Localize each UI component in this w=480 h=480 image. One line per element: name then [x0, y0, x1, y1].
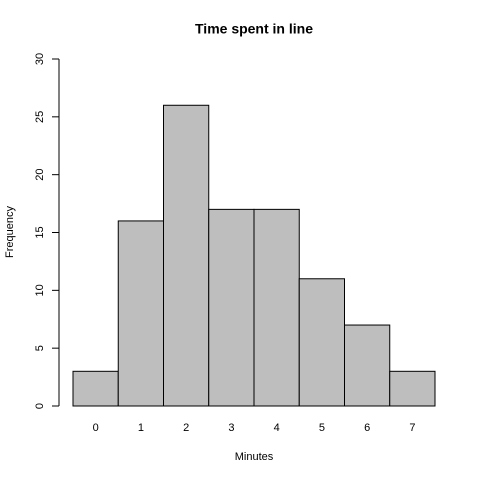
y-tick-label: 30 — [34, 53, 46, 65]
bar — [344, 324, 391, 407]
x-tick-label: 1 — [138, 422, 144, 434]
bar — [389, 370, 436, 407]
x-tick-label: 4 — [274, 422, 280, 434]
chart-title: Time spent in line — [195, 21, 313, 37]
bar — [163, 104, 210, 407]
x-tick-label: 3 — [228, 422, 234, 434]
y-tick-label: 25 — [34, 111, 46, 123]
y-tick-label: 0 — [34, 403, 46, 409]
y-tick-label: 20 — [34, 169, 46, 181]
y-tick-label: 10 — [34, 284, 46, 296]
x-tick-label: 0 — [93, 422, 99, 434]
y-axis-label: Frequency — [4, 206, 16, 258]
bar — [72, 370, 119, 407]
x-axis-label: Minutes — [235, 451, 274, 463]
bar — [253, 208, 300, 407]
bar — [117, 220, 164, 407]
x-tick-label: 7 — [409, 422, 415, 434]
bar — [298, 278, 345, 407]
x-tick-label: 2 — [183, 422, 189, 434]
x-tick-label: 6 — [364, 422, 370, 434]
y-tick-label: 5 — [34, 345, 46, 351]
bar — [208, 208, 255, 407]
y-tick-label: 15 — [34, 226, 46, 238]
x-tick-label: 5 — [319, 422, 325, 434]
